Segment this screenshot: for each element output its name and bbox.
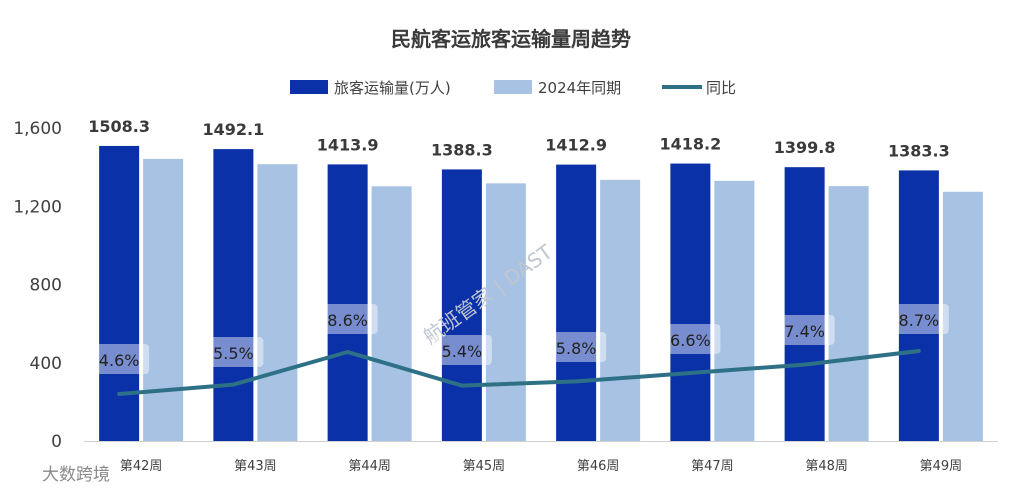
yoy-label-box (888, 304, 949, 334)
bar-last-year (714, 180, 755, 441)
legend-label-last-year: 2024年同期 (538, 79, 621, 97)
legend-label-passengers: 旅客运输量(万人) (334, 79, 451, 97)
yoy-data-label: 5.5% (213, 344, 254, 363)
x-tick-label: 第49周 (920, 459, 963, 474)
bar-last-year (257, 164, 298, 442)
x-tick-label: 第47周 (691, 459, 734, 474)
bar-last-year (600, 179, 641, 441)
yoy-label-box (774, 315, 835, 345)
y-tick-label: 1,200 (13, 197, 62, 217)
bar-last-year (942, 191, 983, 441)
bar-data-label: 1399.8 (774, 138, 836, 157)
bar-last-year (143, 158, 184, 441)
legend-swatch-last-year (494, 80, 532, 94)
x-tick-label: 第46周 (577, 459, 620, 474)
yoy-data-label: 6.6% (670, 331, 711, 350)
bar-passengers (784, 167, 825, 441)
yoy-data-label: 8.7% (899, 311, 940, 330)
bar-data-label: 1492.1 (203, 120, 265, 139)
bar-last-year (828, 186, 869, 441)
yoy-data-label: 7.4% (784, 322, 825, 341)
yoy-label-box (203, 337, 264, 367)
yoy-data-label: 5.4% (442, 342, 483, 361)
x-tick-label: 第48周 (805, 459, 848, 474)
yoy-data-label: 5.8% (556, 339, 597, 358)
bar-last-year (371, 186, 412, 441)
bar-passengers (670, 163, 711, 441)
x-tick-label: 第42周 (120, 459, 163, 474)
yoy-label-box (431, 335, 492, 365)
bar-data-label: 1508.3 (88, 117, 150, 136)
bar-last-year (485, 183, 526, 441)
chart-title: 民航客运旅客运输量周趋势 (391, 27, 631, 51)
x-tick-label: 第45周 (463, 459, 506, 474)
y-axis: 0 400 800 1,200 1,600 (13, 119, 62, 452)
bar-passengers (441, 169, 482, 441)
bar-data-label: 1418.2 (660, 135, 722, 154)
legend: 旅客运输量(万人) 2024年同期 同比 (290, 79, 736, 97)
yoy-data-label: 8.6% (327, 311, 368, 330)
yoy-line (117, 349, 921, 396)
bar-passengers (898, 170, 939, 441)
yoy-label-box (317, 304, 378, 334)
y-tick-label: 1,600 (13, 119, 62, 139)
bar-passengers (556, 164, 597, 441)
legend-swatch-passengers (290, 80, 328, 94)
bar-labels: 1508.3 1492.1 1413.9 1388.3 1412.9 1418.2 1399… (88, 117, 950, 160)
bar-passengers (327, 164, 368, 441)
yoy-label-box (546, 332, 607, 362)
yoy-data-label: 4.6% (99, 351, 140, 370)
legend-label-yoy: 同比 (706, 79, 736, 97)
yoy-label-box (660, 324, 721, 354)
yoy-label-box (89, 344, 150, 374)
y-tick-label: 800 (30, 276, 62, 296)
y-tick-label: 0 (51, 432, 62, 452)
bars (99, 145, 983, 442)
bar-passengers (213, 149, 254, 441)
x-axis: 第42周 第43周 第44周 第45周 第46周 第47周 第48周 第49周 (120, 459, 962, 474)
bar-data-label: 1383.3 (888, 141, 950, 160)
bar-passengers (99, 145, 140, 441)
x-tick-label: 第44周 (348, 459, 391, 474)
bar-data-label: 1413.9 (317, 135, 379, 154)
bar-data-label: 1388.3 (431, 140, 493, 159)
yoy-labels: 4.6% 5.5% 8.6% 5.4% 5.8% 6.6% 7.4% 8.7% (89, 304, 949, 374)
x-tick-label: 第43周 (234, 459, 277, 474)
watermark-corner: 大数跨境 (42, 465, 110, 485)
bar-data-label: 1412.9 (545, 136, 607, 155)
y-tick-label: 400 (30, 354, 62, 374)
